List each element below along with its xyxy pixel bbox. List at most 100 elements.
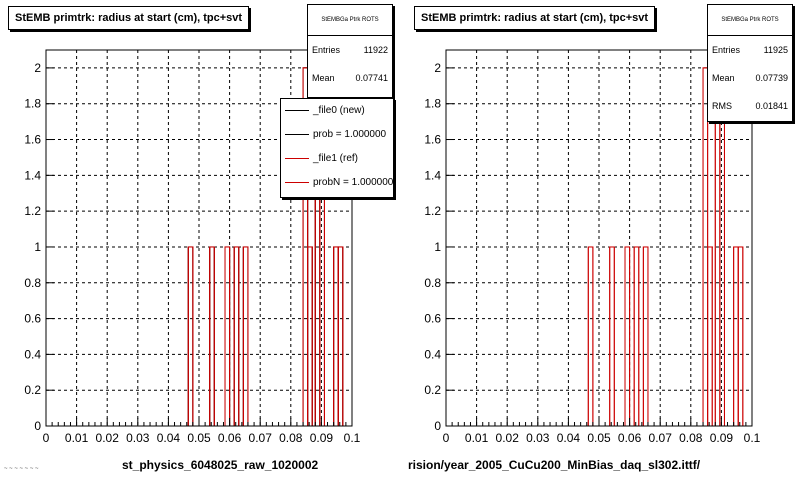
left-x-tick-label-9: 0.09 — [310, 431, 334, 445]
left-legend: _file0 (new) prob = 1.000000 _file1 (ref… — [280, 98, 394, 198]
left-series-1-bin-4 — [242, 246, 249, 427]
left-y-tick-label-3: 0.6 — [24, 312, 41, 326]
right-plot-title: StEMB primtrk: radius at start (cm), tpc… — [414, 6, 656, 30]
left-series-1-bin-2 — [224, 246, 231, 427]
right-histogram-plot: 0 0.01 0.02 0.03 0.04 0.05 0.06 0.07 0.08 0.09 0.1… — [424, 49, 761, 445]
left-stats-entries-label: Entries — [312, 45, 341, 55]
right-x-tick-label-4: 0.04 — [557, 431, 581, 445]
right-stats-mean-row: Mean 0.07739 — [708, 64, 792, 92]
left-series-1-bin-10 — [337, 246, 344, 427]
left-y-tick-label-0: 0 — [34, 419, 41, 433]
left-stats-entries-row: Entries 11922 — [308, 36, 392, 64]
legend-label-prob: prob = 1.000000 — [313, 129, 387, 140]
right-series-0-bin-0 — [587, 246, 594, 427]
left-file-label: st_physics_6048025_raw_1020002 — [122, 458, 319, 472]
right-stats-entries-value: 11925 — [763, 45, 788, 55]
left-stats-box: StEMBGa Ptrk ROTS Entries 11922 Mean 0.0… — [307, 4, 393, 98]
legend-line-file0 — [285, 110, 309, 111]
left-series-0-bin-3 — [233, 246, 240, 427]
left-series-1-bin-3 — [233, 246, 240, 427]
legend-line-file1 — [285, 158, 309, 159]
right-stats-rms-row: RMS 0.01841 — [708, 92, 792, 120]
left-y-tick-label-7: 1.4 — [24, 168, 41, 182]
right-x-tick-label-6: 0.06 — [618, 431, 642, 445]
right-series-0-bin-1 — [609, 246, 615, 427]
right-series-0-bin-2 — [624, 246, 631, 427]
left-series-0-bin-1 — [209, 246, 215, 427]
right-x-tick-label-10: 0.1 — [744, 431, 761, 445]
right-panel: 0 0.01 0.02 0.03 0.04 0.05 0.06 0.07 0.08 0.09 0.1… — [400, 0, 800, 480]
right-stats-mean-label: Mean — [712, 73, 735, 83]
right-stats-name: StEMBGa Ptrk ROTS — [708, 5, 792, 36]
legend-label-file1: _file1 (ref) — [313, 153, 359, 164]
left-x-tick-label-4: 0.04 — [157, 431, 181, 445]
left-x-tick-label-6: 0.06 — [218, 431, 242, 445]
left-series-1-bin-0 — [187, 246, 194, 427]
right-series-0-bin-10 — [737, 246, 744, 427]
right-y-tick-label-3: 0.6 — [424, 312, 441, 326]
left-histogram-plot: 0 0.01 0.02 0.03 0.04 0.05 0.06 0.07 0.08 0.09 0.1… — [24, 49, 361, 445]
left-stats-mean-row: Mean 0.07741 — [308, 64, 392, 92]
left-series-0-bin-9 — [333, 246, 339, 427]
left-x-tick-label-3: 0.03 — [126, 431, 150, 445]
right-y-tick-label-6: 1.2 — [424, 204, 441, 218]
legend-label-file0: _file0 (new) — [313, 105, 365, 116]
right-x-tick-label-8: 0.08 — [679, 431, 703, 445]
left-series-1-bin-9 — [333, 246, 339, 427]
legend-label-probn: probN = 1.000000 — [313, 177, 394, 188]
right-y-tick-label-0: 0 — [434, 419, 441, 433]
right-stats-mean-value: 0.07739 — [755, 73, 788, 83]
right-file-label: rision/year_2005_CuCu200_MinBias_daq_sl3… — [408, 458, 701, 472]
left-series-0-bin-0 — [187, 246, 194, 427]
right-y-tick-label-2: 0.4 — [424, 347, 441, 361]
right-x-tick-label-2: 0.02 — [496, 431, 520, 445]
right-y-tick-label-4: 0.8 — [424, 276, 441, 290]
right-series-0-bin-9 — [733, 246, 739, 427]
left-y-tick-label-6: 1.2 — [24, 204, 41, 218]
right-x-tick-label-1: 0.01 — [465, 431, 489, 445]
legend-line-prob — [285, 134, 309, 135]
right-x-tick-label-5: 0.05 — [587, 431, 611, 445]
left-y-tick-label-9: 1.8 — [24, 97, 41, 111]
left-x-tick-label-8: 0.08 — [279, 431, 303, 445]
left-series-0-bin-10 — [337, 246, 344, 427]
left-series-0-bin-6 — [307, 246, 313, 427]
right-stats-entries-label: Entries — [712, 45, 741, 55]
left-stats-mean-value: 0.07741 — [355, 73, 388, 83]
left-x-tick-label-1: 0.01 — [65, 431, 89, 445]
left-stats-name: StEMBGa Ptrk ROTS — [308, 5, 392, 36]
right-y-tick-label-7: 1.4 — [424, 168, 441, 182]
left-y-tick-label-10: 2 — [34, 61, 41, 75]
right-stats-box: StEMBGa Ptrk ROTS Entries 11925 Mean 0.0… — [707, 4, 793, 122]
legend-entry-file1: _file1 (ref) — [281, 147, 393, 171]
right-y-tick-label-1: 0.2 — [424, 383, 441, 397]
right-x-tick-label-9: 0.09 — [710, 431, 734, 445]
legend-entry-file0: _file0 (new) — [281, 99, 393, 123]
right-x-tick-label-0: 0 — [443, 431, 450, 445]
right-series-0-bin-3 — [633, 246, 640, 427]
right-y-tick-label-9: 1.8 — [424, 97, 441, 111]
left-stats-mean-label: Mean — [312, 73, 335, 83]
left-panel: 0 0.01 0.02 0.03 0.04 0.05 0.06 0.07 0.08 0.09 0.1… — [8, 4, 394, 472]
right-y-tick-label-5: 1 — [434, 240, 441, 254]
left-series-0-bin-4 — [242, 246, 249, 427]
left-series-0-bin-2 — [224, 246, 231, 427]
right-stats-rms-value: 0.01841 — [755, 101, 788, 111]
right-y-tick-label-10: 2 — [434, 61, 441, 75]
right-stats-entries-row: Entries 11925 — [708, 36, 792, 64]
left-y-tick-label-8: 1.6 — [24, 133, 41, 147]
left-plot-title: StEMB primtrk: radius at start (cm), tpc… — [8, 6, 250, 30]
left-y-tick-label-2: 0.4 — [24, 347, 41, 361]
left-y-tick-label-4: 0.8 — [24, 276, 41, 290]
right-series-0-bin-4 — [642, 246, 649, 427]
legend-line-probn — [285, 182, 309, 183]
left-x-tick-label-7: 0.07 — [249, 431, 273, 445]
left-series-1-bin-6 — [307, 246, 313, 427]
right-x-tick-label-3: 0.03 — [526, 431, 550, 445]
left-x-tick-label-10: 0.1 — [344, 431, 361, 445]
left-x-tick-label-5: 0.05 — [187, 431, 211, 445]
right-y-tick-label-8: 1.6 — [424, 133, 441, 147]
left-stats-entries-value: 11922 — [363, 45, 388, 55]
legend-entry-probn: probN = 1.000000 — [281, 171, 393, 195]
left-y-tick-label-1: 0.2 — [24, 383, 41, 397]
